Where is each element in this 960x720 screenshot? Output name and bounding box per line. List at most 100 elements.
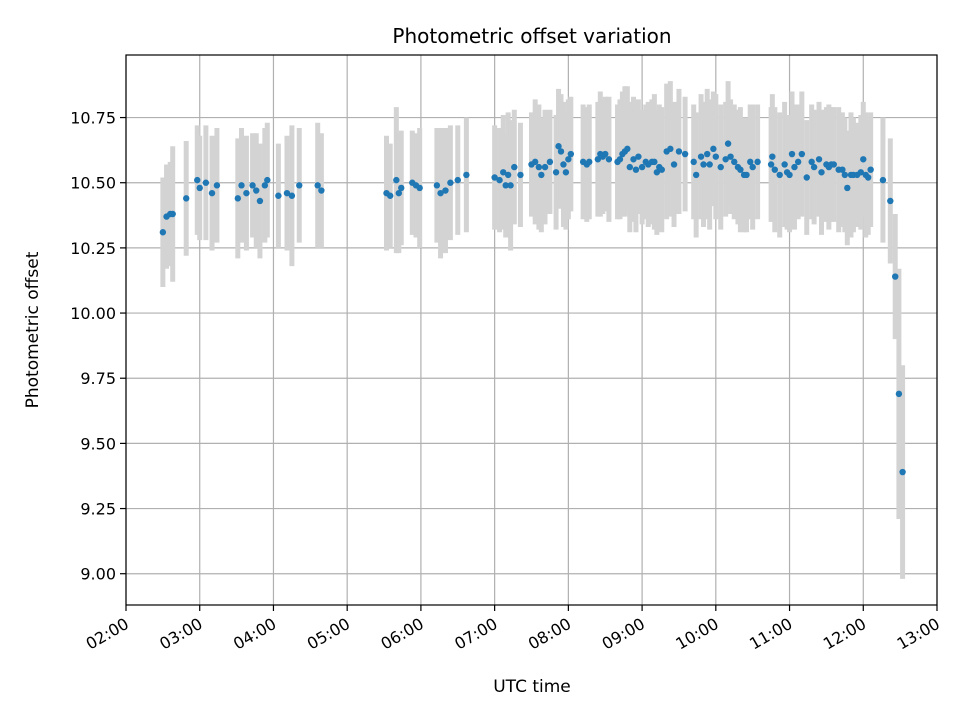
y-tick-label: 10.75	[70, 109, 116, 128]
data-point	[670, 161, 678, 168]
data-point	[253, 187, 260, 194]
data-point	[818, 169, 825, 176]
data-point	[704, 150, 711, 158]
data-point	[442, 187, 449, 194]
data-point	[630, 156, 637, 163]
data-point	[747, 158, 754, 166]
data-point	[296, 182, 303, 189]
data-point	[710, 145, 717, 153]
data-point	[771, 166, 778, 173]
data-point	[491, 174, 498, 181]
data-point	[803, 174, 810, 181]
data-point	[261, 182, 269, 189]
y-tick-label: 9.75	[80, 369, 116, 388]
data-point	[717, 163, 724, 171]
y-tick-label: 9.25	[80, 500, 116, 519]
data-point	[159, 229, 167, 236]
data-point	[700, 161, 707, 168]
chart-title: Photometric offset variation	[392, 24, 671, 48]
data-point	[594, 156, 602, 163]
data-point	[658, 166, 665, 173]
data-point	[555, 143, 562, 150]
data-point	[830, 161, 837, 168]
data-point	[202, 179, 210, 186]
data-point	[624, 145, 631, 153]
data-point	[697, 153, 705, 160]
data-point	[283, 189, 291, 197]
data-point	[815, 156, 823, 163]
data-point	[395, 189, 402, 197]
data-point	[208, 189, 216, 197]
data-point	[808, 158, 815, 166]
data-point	[447, 179, 454, 186]
data-point	[892, 273, 899, 280]
data-point	[887, 197, 894, 205]
data-point	[500, 169, 507, 176]
data-point	[712, 153, 720, 160]
data-point	[504, 171, 512, 179]
y-tick-label: 10.25	[70, 239, 116, 258]
data-point	[632, 166, 640, 173]
data-point	[899, 468, 906, 476]
data-point	[798, 150, 806, 158]
data-point	[386, 192, 394, 199]
data-point	[788, 150, 796, 158]
data-point	[196, 184, 203, 192]
data-point	[675, 148, 683, 155]
data-point	[169, 210, 176, 218]
data-point	[517, 171, 524, 179]
data-point	[463, 171, 470, 179]
data-point	[433, 182, 441, 189]
data-point	[264, 176, 271, 184]
data-point	[781, 161, 788, 168]
plot-frame	[125, 54, 938, 606]
data-point	[794, 158, 802, 166]
data-point	[857, 169, 865, 176]
data-point	[810, 163, 818, 171]
data-point	[183, 195, 190, 202]
data-point	[507, 182, 514, 189]
data-point	[511, 163, 518, 171]
data-point	[667, 145, 674, 153]
data-point	[786, 171, 793, 179]
data-point	[538, 171, 545, 179]
y-tick-label: 9.50	[80, 434, 116, 453]
y-tick-label: 10.00	[70, 304, 116, 323]
data-point	[314, 182, 321, 189]
data-point	[541, 163, 549, 171]
data-point	[565, 156, 572, 163]
data-point	[690, 158, 697, 166]
data-point	[398, 184, 405, 192]
data-point	[722, 156, 729, 163]
data-point	[864, 174, 872, 181]
data-point	[567, 150, 575, 158]
data-point	[791, 163, 798, 171]
data-point	[605, 156, 613, 163]
data-point	[454, 176, 461, 184]
data-point	[243, 189, 250, 197]
data-point	[535, 163, 543, 171]
y-axis-ticks: 9.00 9.25 9.50 9.75 10.00 10.25 10.50 10.75	[70, 109, 126, 584]
data-point	[496, 176, 503, 184]
data-point	[416, 184, 423, 192]
data-point	[681, 150, 689, 158]
data-point	[626, 163, 634, 171]
data-point	[437, 189, 444, 197]
data-point	[844, 184, 851, 192]
data-point	[841, 171, 849, 179]
data-point	[860, 156, 867, 163]
data-point	[839, 166, 846, 173]
data-point	[552, 169, 560, 176]
data-point	[194, 176, 201, 184]
data-point	[737, 166, 744, 173]
data-point	[318, 187, 325, 194]
data-point	[531, 158, 539, 166]
data-point	[256, 197, 264, 205]
data-point	[776, 171, 783, 179]
data-point	[602, 150, 609, 158]
data-point	[727, 153, 734, 160]
data-point	[393, 176, 400, 184]
data-point	[502, 182, 509, 189]
